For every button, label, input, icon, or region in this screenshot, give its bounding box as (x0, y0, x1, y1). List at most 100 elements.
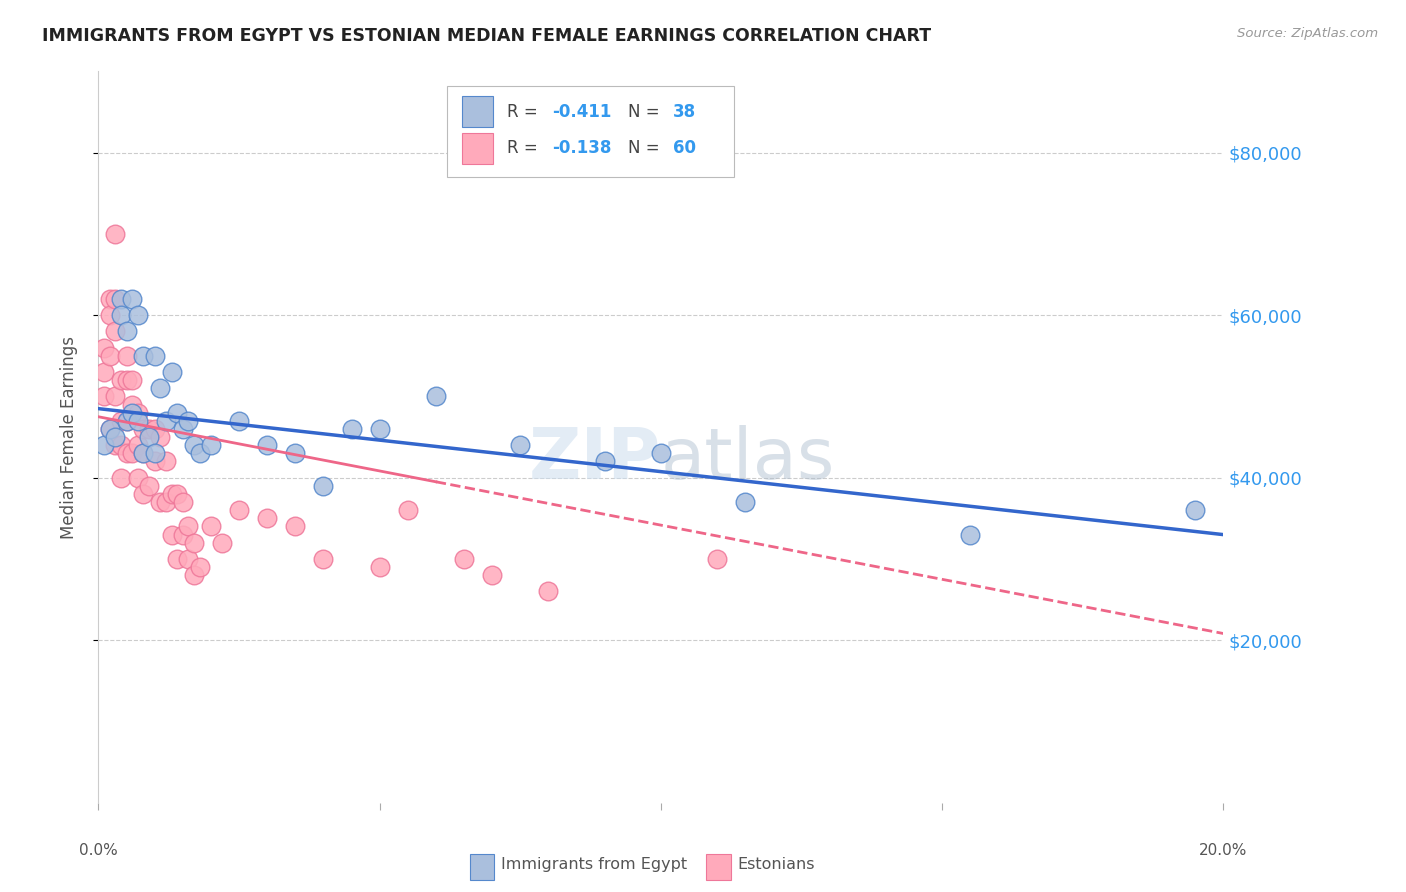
Point (132, 446, 155, 460)
Text: Estonians: Estonians (737, 857, 815, 872)
Point (228, 503, 250, 517)
Point (149, 430, 172, 444)
Point (104, 292, 127, 306)
Point (312, 552, 335, 566)
Point (149, 381, 172, 395)
Point (138, 479, 160, 493)
Point (127, 438, 149, 452)
Point (143, 446, 166, 460)
Point (132, 446, 155, 460)
Point (177, 414, 200, 428)
Point (132, 349, 155, 363)
Point (481, 568, 503, 582)
Text: ZIP: ZIP (529, 425, 661, 493)
Point (138, 430, 160, 444)
Point (509, 438, 531, 452)
Point (132, 422, 155, 436)
Point (160, 527, 183, 541)
Point (200, 438, 222, 452)
Point (172, 495, 194, 509)
FancyBboxPatch shape (461, 96, 494, 127)
Text: -0.411: -0.411 (551, 103, 612, 120)
Point (256, 438, 278, 452)
Point (110, 373, 132, 387)
Point (183, 535, 205, 549)
FancyBboxPatch shape (447, 86, 734, 178)
Text: N =: N = (628, 139, 665, 157)
Point (143, 422, 166, 436)
Point (368, 560, 391, 574)
Point (104, 430, 127, 444)
Text: atlas: atlas (661, 425, 835, 493)
Point (121, 398, 143, 412)
Point (211, 535, 233, 549)
Point (121, 446, 143, 460)
Text: R =: R = (506, 139, 543, 157)
Point (312, 479, 335, 493)
Point (115, 325, 138, 339)
Point (593, 454, 616, 468)
Point (121, 406, 143, 420)
Point (396, 503, 419, 517)
Point (160, 487, 183, 501)
Point (127, 414, 149, 428)
Point (98, 308, 121, 322)
Point (93, 365, 115, 379)
Point (734, 495, 756, 509)
Text: -0.138: -0.138 (551, 139, 612, 157)
Point (104, 389, 127, 403)
Point (166, 406, 188, 420)
Text: 0.0%: 0.0% (79, 843, 118, 858)
Point (160, 365, 183, 379)
Point (1184, 503, 1206, 517)
Point (115, 414, 138, 428)
Point (155, 454, 177, 468)
Point (537, 584, 560, 599)
Point (132, 487, 155, 501)
FancyBboxPatch shape (461, 133, 494, 163)
Point (115, 446, 138, 460)
Point (200, 519, 222, 533)
Point (104, 438, 127, 452)
Point (143, 349, 166, 363)
Point (127, 406, 149, 420)
Point (104, 325, 127, 339)
Point (115, 414, 138, 428)
Point (149, 495, 172, 509)
Point (110, 438, 132, 452)
Text: 38: 38 (673, 103, 696, 120)
Point (172, 527, 194, 541)
Point (188, 560, 211, 574)
Point (127, 471, 149, 485)
Point (368, 422, 391, 436)
Point (188, 446, 211, 460)
Point (177, 552, 200, 566)
Point (284, 519, 307, 533)
Text: N =: N = (628, 103, 665, 120)
Point (93, 341, 115, 355)
Point (143, 454, 166, 468)
Point (177, 519, 200, 533)
Point (155, 495, 177, 509)
Point (98, 349, 121, 363)
Point (115, 349, 138, 363)
Text: Immigrants from Egypt: Immigrants from Egypt (501, 857, 688, 872)
Text: R =: R = (506, 103, 543, 120)
Y-axis label: Median Female Earnings: Median Female Earnings (59, 335, 77, 539)
Point (98, 422, 121, 436)
Text: 20.0%: 20.0% (1199, 843, 1247, 858)
Point (104, 227, 127, 241)
Point (155, 414, 177, 428)
Point (121, 292, 143, 306)
Point (340, 422, 363, 436)
Point (115, 373, 138, 387)
Point (110, 414, 132, 428)
Point (110, 292, 132, 306)
Point (228, 414, 250, 428)
Point (110, 308, 132, 322)
Text: 60: 60 (673, 139, 696, 157)
Point (98, 292, 121, 306)
Point (93, 389, 115, 403)
Point (166, 487, 188, 501)
Point (650, 446, 672, 460)
